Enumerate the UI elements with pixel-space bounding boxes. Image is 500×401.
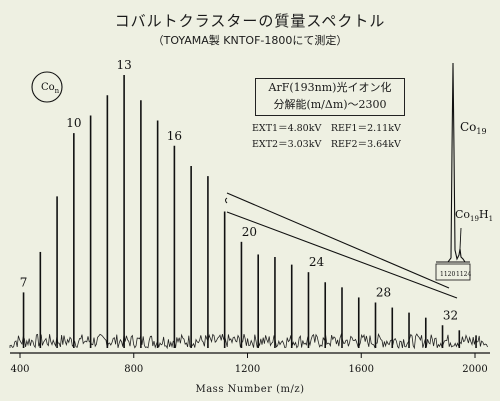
x-tick-label: 1600 bbox=[349, 364, 374, 375]
peak-label-16: 16 bbox=[167, 129, 182, 143]
params-line-2: EXT2＝3.03kV REF2＝3.64kV bbox=[252, 139, 401, 150]
species-badge: Con bbox=[31, 71, 63, 103]
x-tick-label: 400 bbox=[10, 364, 29, 375]
peak-series bbox=[22, 75, 477, 348]
chart-subtitle: （TOYAMA製 KNTOF-1800にて測定） bbox=[152, 34, 348, 47]
ionization-label: ArF(193nm)光イオン化 bbox=[268, 81, 392, 94]
baseline-noise bbox=[9, 333, 488, 350]
x-axis-label: Mass Number (m/z) bbox=[195, 384, 305, 395]
inset-scale-box bbox=[435, 263, 471, 281]
inset-tick-right: 1124 bbox=[456, 271, 471, 278]
params-line-1: EXT1＝4.80kV REF1＝2.11kV bbox=[252, 123, 401, 134]
inset-hydride-label: Co19H1 bbox=[455, 208, 493, 223]
species-badge-label: Con bbox=[41, 82, 60, 95]
zoom-guide bbox=[225, 192, 458, 299]
inset-trace bbox=[438, 62, 466, 263]
peak-label-28: 28 bbox=[376, 286, 391, 300]
x-tick-label: 1200 bbox=[235, 364, 260, 375]
peak-label-32: 32 bbox=[443, 308, 458, 322]
peak-label-20: 20 bbox=[242, 225, 257, 239]
measurement-info-box: ArF(193nm)光イオン化 分解能(m/Δm)～2300 bbox=[255, 78, 405, 116]
x-tick-label: 800 bbox=[124, 364, 143, 375]
noise-trace bbox=[9, 333, 488, 350]
chart-title: コバルトクラスターの質量スペクトル bbox=[114, 12, 386, 30]
instrument-parameters: EXT1＝4.80kV REF1＝2.11kV EXT2＝3.03kV REF2… bbox=[252, 121, 401, 153]
peak-label-7: 7 bbox=[20, 275, 28, 289]
peak-label-24: 24 bbox=[309, 255, 325, 269]
resolution-label: 分解能(m/Δm)～2300 bbox=[273, 98, 387, 111]
peak-label-10: 10 bbox=[66, 116, 81, 130]
peak-labels: 7 10 13 16 20 24 28 32 bbox=[20, 58, 458, 322]
inset-tick-left: 1120 bbox=[440, 271, 455, 278]
peak-label-13: 13 bbox=[116, 58, 131, 72]
x-tick-label: 2000 bbox=[462, 364, 487, 375]
inset-co19: 1120 1124 Co19 Co19H1 bbox=[435, 62, 493, 281]
inset-hydride-pointer bbox=[459, 227, 462, 250]
inset-main-label: Co19 bbox=[460, 120, 487, 136]
x-axis-ticks: 400 800 1200 1600 2000 bbox=[10, 353, 488, 375]
